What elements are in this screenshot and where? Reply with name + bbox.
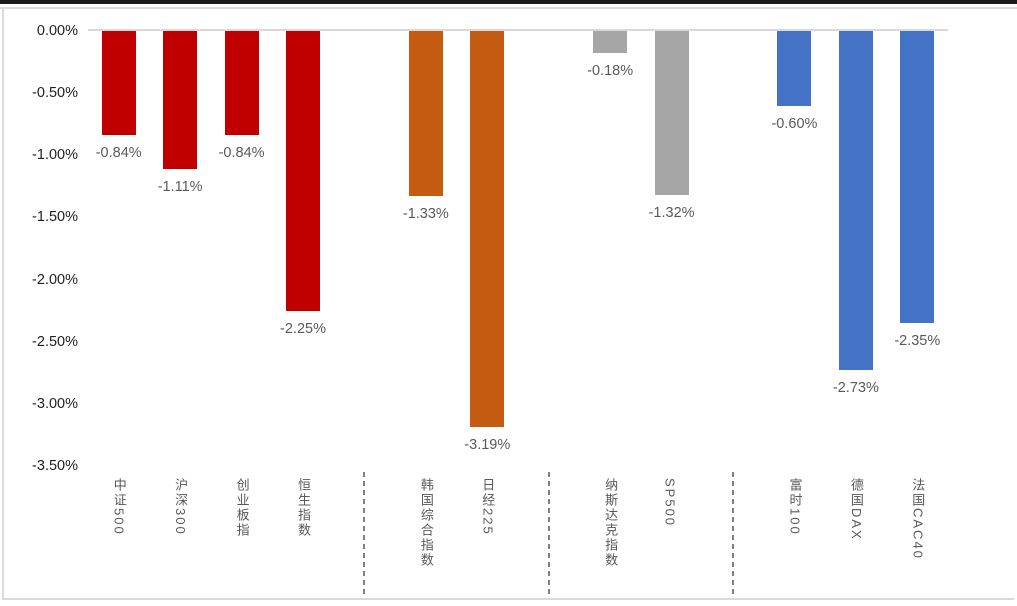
y-tick-label: -1.00% (32, 147, 78, 164)
bar-value-label: -2.25% (280, 320, 326, 337)
bar (101, 31, 136, 136)
category-label: 韩国综合指数 (418, 478, 434, 568)
bar (408, 31, 443, 197)
bar (777, 31, 812, 106)
chart-left-border (2, 9, 4, 600)
bar-value-label: -1.32% (648, 205, 695, 222)
group-divider (547, 472, 550, 598)
y-tick-label: -0.50% (32, 85, 78, 102)
bar (900, 31, 935, 324)
category-label: 纳斯达克指数 (603, 478, 619, 568)
bar (470, 31, 505, 428)
group-divider (363, 472, 366, 598)
bar (838, 31, 873, 371)
category-label: 创业板指 (234, 478, 250, 538)
bar (654, 31, 689, 196)
category-label: 德国DAX (848, 478, 864, 541)
bar-value-label: -2.35% (894, 333, 941, 350)
y-tick-label: -2.50% (32, 333, 78, 350)
category-label: 日经225 (480, 478, 496, 536)
top-hairline (0, 7, 1017, 9)
chart-bottom-border (2, 598, 1014, 600)
y-tick-label: -3.00% (32, 395, 78, 412)
bar-value-label: -0.18% (587, 63, 634, 80)
bar (593, 31, 628, 54)
category-label: 富时100 (787, 478, 803, 536)
zero-gridline (88, 29, 948, 31)
y-tick-label: -1.50% (32, 209, 78, 226)
bar-value-label: -0.84% (218, 145, 265, 162)
y-tick-label: -2.00% (32, 271, 78, 288)
y-tick-label: 0.00% (36, 23, 78, 39)
category-label: 恒生指数 (296, 478, 311, 538)
bar (286, 31, 320, 311)
category-label: 中证500 (111, 478, 127, 536)
bar-value-label: -2.73% (832, 380, 879, 397)
category-label: SP500 (662, 478, 678, 528)
category-label: 沪深300 (173, 478, 189, 536)
bar-value-label: -3.19% (464, 437, 511, 454)
bar-value-label: -1.11% (157, 178, 203, 195)
bar-value-label: -0.60% (771, 115, 818, 132)
group-divider (732, 472, 734, 598)
category-label: 法国CAC40 (910, 478, 926, 560)
bar (224, 31, 259, 136)
top-separator-bar (0, 0, 1017, 4)
bar-value-label: -1.33% (402, 206, 449, 223)
y-tick-label: -3.50% (32, 457, 78, 474)
bar-value-label: -0.84% (95, 145, 142, 162)
bar (163, 31, 198, 169)
